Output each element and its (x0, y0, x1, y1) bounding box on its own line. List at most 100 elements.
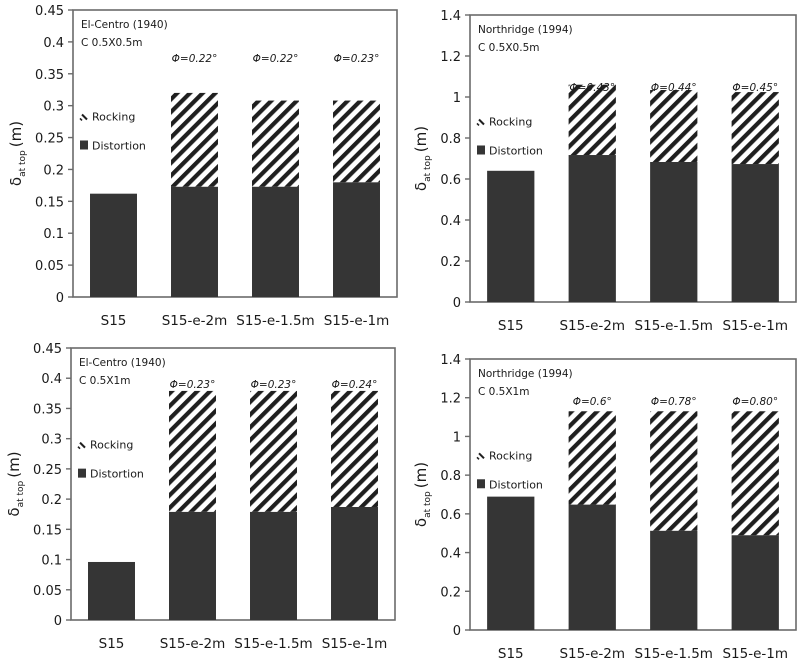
y-tick-label: 0.8 (440, 132, 461, 147)
column-size-annotation: C 0.5X0.5m (478, 42, 540, 54)
bar-distortion-s15-e-2m (568, 155, 616, 302)
y-axis-title: δat top (m) (7, 121, 28, 186)
y-tick-label: 0.45 (35, 4, 64, 19)
legend-label-rocking: Rocking (489, 449, 532, 462)
y-tick-label: 0.6 (440, 508, 461, 523)
phi-rotation-label: Φ=0.45° (732, 82, 778, 94)
y-tick-label: 1.2 (440, 392, 461, 407)
phi-rotation-label: Φ=0.24° (332, 379, 378, 391)
y-axis-title-subscript: at top (18, 150, 28, 177)
legend-distortion-swatch-icon (80, 140, 88, 150)
y-axis-title-subscript: at top (423, 155, 433, 182)
earthquake-annotation: Northridge (1994) (478, 368, 573, 380)
x-category-label: S15-e-1m (322, 636, 388, 652)
legend-label-distortion: Distortion (90, 468, 144, 481)
y-tick-label: 0.4 (440, 214, 461, 229)
legend-label-rocking: Rocking (489, 115, 532, 128)
y-tick-label: 0.2 (43, 163, 64, 178)
y-tick-label: 0.2 (440, 255, 461, 270)
plot-area-frame (70, 347, 396, 621)
phi-rotation-label: Φ=0.23° (170, 379, 216, 391)
y-tick-label: 1 (453, 430, 461, 445)
phi-rotation-label: Φ=0.22° (172, 53, 218, 65)
y-tick-label: 0.15 (35, 195, 64, 210)
y-axis-title-symbol: δ (7, 177, 25, 186)
y-tick-label: 0.2 (440, 585, 461, 600)
legend-label-rocking: Rocking (92, 110, 135, 123)
y-tick-label: 0 (453, 624, 461, 639)
y-axis-title-unit: (m) (5, 451, 23, 477)
y-axis-title-subscript: at top (16, 480, 26, 507)
y-tick-label: 0.05 (35, 259, 64, 274)
x-category-label: S15-e-1m (324, 313, 390, 329)
bar-rocking-s15-e-2m (169, 390, 216, 512)
x-category-label: S15-e-2m (160, 636, 226, 652)
y-tick-label: 0.1 (41, 554, 62, 569)
y-axis-title: δat top (m) (412, 462, 433, 527)
y-tick-label: 0.1 (43, 227, 64, 242)
y-axis-title: δat top (m) (5, 451, 26, 516)
chart-panel-bottom-right: 0 0.2 0.4 0.6 0.8 1 1.2 1.4 δat top (m) S15 S15-e-2… (412, 353, 797, 660)
phi-rotation-label: Φ=0.23° (334, 53, 380, 65)
chart-panel-top-right: 0 0.2 0.4 0.6 0.8 1 1.2 1.4 δat top (m) S15 S15-e-2… (412, 9, 797, 334)
y-tick-label: 0.3 (43, 100, 64, 115)
y-tick-label: 1.4 (440, 9, 461, 24)
bar-distortion-s15-e-2m (568, 504, 616, 630)
bar-rocking-s15-e-1m (331, 390, 378, 507)
bar-rocking-s15-e-1-5m (250, 390, 297, 512)
phi-rotation-label: Φ=0.80° (732, 396, 778, 408)
y-axis-title-subscript: at top (423, 491, 433, 518)
bar-distortion-s15-e-1-5m (250, 511, 297, 620)
legend-rocking-swatch-icon (79, 113, 88, 122)
earthquake-annotation: Northridge (1994) (478, 24, 573, 36)
bar-distortion-s15-e-1-5m (650, 530, 698, 630)
x-category-label: S15-e-2m (162, 313, 228, 329)
legend-label-distortion: Distortion (489, 478, 543, 491)
x-category-label: S15-e-1.5m (635, 646, 713, 660)
y-tick-label: 0.4 (43, 36, 64, 51)
y-tick-label: 0.45 (33, 342, 62, 357)
y-tick-label: 1.2 (440, 50, 461, 65)
chart-panel-bottom-left: 0 0.05 0.1 0.15 0.2 0.25 0.3 0.35 0.4 0.45 δat top… (5, 342, 396, 652)
y-tick-label: 0.8 (440, 469, 461, 484)
earthquake-annotation: El-Centro (1940) (81, 19, 168, 31)
x-category-label: S15 (99, 636, 125, 652)
x-category-label: S15-e-1m (722, 646, 788, 660)
x-category-label: S15-e-1.5m (236, 313, 314, 329)
phi-rotation-label: Φ=0.6° (573, 396, 612, 408)
x-category-label: S15-e-1.5m (234, 636, 312, 652)
chart-panel-top-left: 0 0.05 0.1 0.15 0.2 0.25 0.3 0.35 0.4 0.45 δat top… (7, 4, 398, 329)
column-size-annotation: C 0.5X1m (79, 375, 130, 387)
legend-label-rocking: Rocking (90, 439, 133, 452)
legend-label-distortion: Distortion (489, 144, 543, 157)
y-tick-label: 0 (453, 296, 461, 311)
legend-distortion-swatch-icon (477, 145, 485, 155)
legend-rocking-swatch-icon (476, 452, 485, 460)
legend: Rocking Distortion (77, 439, 144, 481)
x-category-label: S15-e-2m (559, 646, 625, 660)
bar-distortion-s15-e-2m (169, 511, 216, 620)
bar-distortion-s15-e-1-5m (650, 161, 698, 302)
y-tick-label: 0.3 (41, 433, 62, 448)
x-category-label: S15 (498, 646, 524, 660)
bar-distortion-s15-e-1m (331, 506, 378, 620)
y-tick-label: 1 (453, 91, 461, 106)
bar-rocking-s15-e-1-5m (252, 100, 299, 187)
y-axis-title: δat top (m) (412, 126, 433, 191)
y-tick-label: 0 (54, 614, 62, 629)
plot-area-frame (469, 358, 797, 631)
y-axis-title-symbol: δ (412, 518, 430, 527)
phi-rotation-label: Φ=0.78° (651, 396, 697, 408)
bar-distortion-s15 (487, 170, 535, 302)
x-category-label: S15-e-1m (722, 318, 788, 334)
bar-distortion-s15-e-2m (171, 186, 218, 297)
bar-rocking-s15-e-1m (731, 411, 779, 536)
phi-rotation-label: Φ=0.44° (651, 82, 697, 94)
y-tick-label: 0.6 (440, 173, 461, 188)
bar-distortion-s15-e-1-5m (252, 186, 299, 297)
column-size-annotation: C 0.5X0.5m (81, 37, 143, 49)
y-axis-title-symbol: δ (5, 507, 23, 516)
plot-area-frame (72, 9, 398, 298)
column-size-annotation: C 0.5X1m (478, 386, 529, 398)
